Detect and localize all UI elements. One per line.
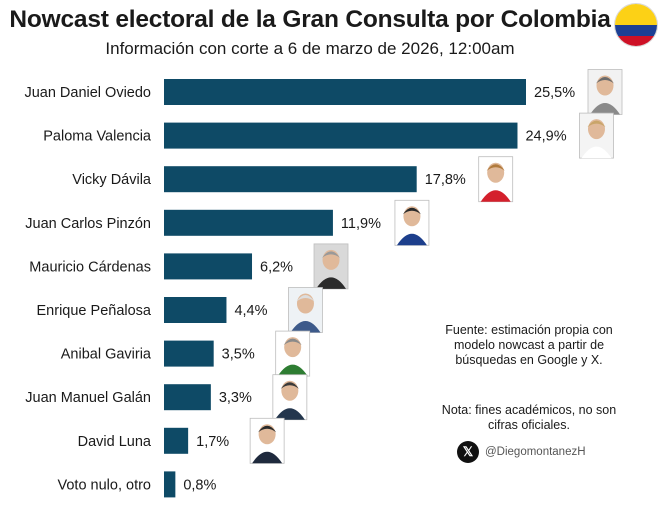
value-label: 4,4% [234, 303, 267, 319]
candidate-photo-icon [394, 199, 430, 246]
colombia-flag-icon [615, 4, 657, 46]
bar [164, 166, 417, 193]
value-label: 3,3% [219, 390, 252, 406]
value-label: 1,7% [196, 434, 229, 450]
photo-hair [486, 164, 505, 171]
flag-stripe-red [615, 35, 657, 46]
photo-torso [396, 233, 427, 246]
candidate-photo-icon [587, 69, 623, 115]
source-note: Fuente: estimación propia con modelo now… [445, 323, 613, 367]
photo-torso [581, 146, 612, 159]
photo-hair [283, 338, 302, 346]
photo-torso [316, 277, 347, 289]
flag-stripe-yellow [615, 4, 657, 25]
bar [164, 427, 189, 454]
author-handle[interactable]: 𝕏 @DiegomontanezH [457, 441, 586, 463]
value-label: 24,9% [525, 129, 566, 145]
value-label: 11,9% [341, 216, 381, 232]
value-label: 0,8% [183, 477, 216, 493]
candidate-photo-icon [288, 287, 323, 333]
candidate-photo-icon [313, 243, 349, 290]
photo-torso [480, 190, 511, 202]
photo-torso [274, 408, 305, 420]
page-subtitle: Información con corte a 6 de marzo de 20… [105, 39, 515, 58]
category-label: Juan Manuel Galán [25, 390, 151, 406]
candidate-photo-icon [249, 417, 285, 464]
category-label: Vicky Dávila [72, 172, 152, 188]
value-label: 3,5% [222, 347, 255, 363]
bar [164, 209, 333, 236]
bar [164, 471, 176, 498]
candidate-photo-icon [478, 156, 514, 203]
bar [164, 122, 518, 149]
value-label: 17,8% [425, 172, 466, 188]
category-label: Anibal Gaviria [61, 347, 152, 363]
category-label: Juan Carlos Pinzón [25, 216, 151, 232]
photo-hair [280, 382, 299, 389]
category-label: Voto nulo, otro [57, 477, 151, 493]
candidate-photo-icon [579, 112, 614, 159]
photo-hair [258, 425, 277, 433]
bar [164, 340, 214, 367]
bar [164, 384, 211, 411]
photo-torso [290, 321, 321, 333]
author-handle-text: @DiegomontanezH [485, 446, 586, 458]
bar [164, 79, 526, 105]
photo-hair [596, 77, 614, 84]
x-logo-icon: 𝕏 [457, 441, 479, 463]
category-label: Paloma Valencia [43, 129, 152, 145]
value-label: 6,2% [260, 259, 293, 275]
category-label: Enrique Peñalosa [37, 303, 152, 319]
page-title: Nowcast electoral de la Gran Consulta po… [9, 6, 611, 33]
photo-torso [252, 451, 283, 464]
category-label: Juan Daniel Oviedo [24, 85, 151, 101]
photo-hair [587, 120, 606, 128]
photo-hair [296, 295, 315, 302]
photo-hair [322, 251, 341, 258]
category-label: Mauricio Cárdenas [29, 259, 151, 275]
disclaimer-note: Nota: fines académicos, no son cifras of… [441, 403, 617, 432]
candidate-photo-icon [275, 330, 311, 377]
flag-stripe-blue [615, 25, 657, 36]
bar [164, 253, 253, 280]
bar [164, 297, 227, 323]
value-label: 25,5% [534, 85, 575, 101]
photo-hair [402, 207, 421, 215]
category-label: David Luna [78, 434, 152, 450]
candidate-photo-icon [272, 374, 308, 421]
photo-torso [277, 364, 308, 377]
photo-torso [590, 103, 620, 115]
